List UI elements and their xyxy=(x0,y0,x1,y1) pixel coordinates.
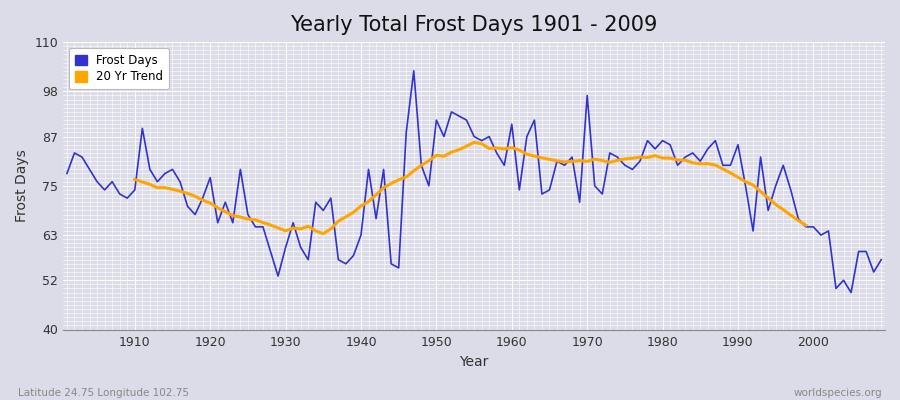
Y-axis label: Frost Days: Frost Days xyxy=(15,150,29,222)
Text: worldspecies.org: worldspecies.org xyxy=(794,388,882,398)
Title: Yearly Total Frost Days 1901 - 2009: Yearly Total Frost Days 1901 - 2009 xyxy=(291,15,658,35)
X-axis label: Year: Year xyxy=(459,355,489,369)
Text: Latitude 24.75 Longitude 102.75: Latitude 24.75 Longitude 102.75 xyxy=(18,388,189,398)
Legend: Frost Days, 20 Yr Trend: Frost Days, 20 Yr Trend xyxy=(69,48,169,89)
